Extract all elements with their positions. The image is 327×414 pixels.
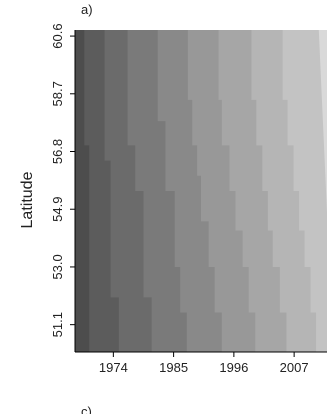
band-layer <box>75 30 327 352</box>
heatmap-band-edge <box>318 30 327 213</box>
x-tick-label: 1996 <box>219 360 248 375</box>
y-tick-label: 60.6 <box>50 23 65 48</box>
panel-label: a) <box>81 2 93 17</box>
x-tick-group: 1974 1985 1996 2007 <box>99 352 309 375</box>
y-axis-label: Latitude <box>19 171 36 228</box>
heatmap-band-1 <box>75 30 90 352</box>
x-tick-label: 2007 <box>280 360 309 375</box>
y-tick-label: 51.1 <box>50 312 65 337</box>
x-tick-label: 1985 <box>159 360 188 375</box>
y-tick-label: 56.8 <box>50 139 65 164</box>
y-tick-label: 54.9 <box>50 197 65 222</box>
y-tick-group: 51.1 53.0 54.9 56.8 58.7 60.6 <box>50 23 75 337</box>
y-tick-label: 58.7 <box>50 81 65 106</box>
next-panel-label: c) <box>81 404 92 414</box>
x-tick-label: 1974 <box>99 360 128 375</box>
y-tick-label: 53.0 <box>50 254 65 279</box>
